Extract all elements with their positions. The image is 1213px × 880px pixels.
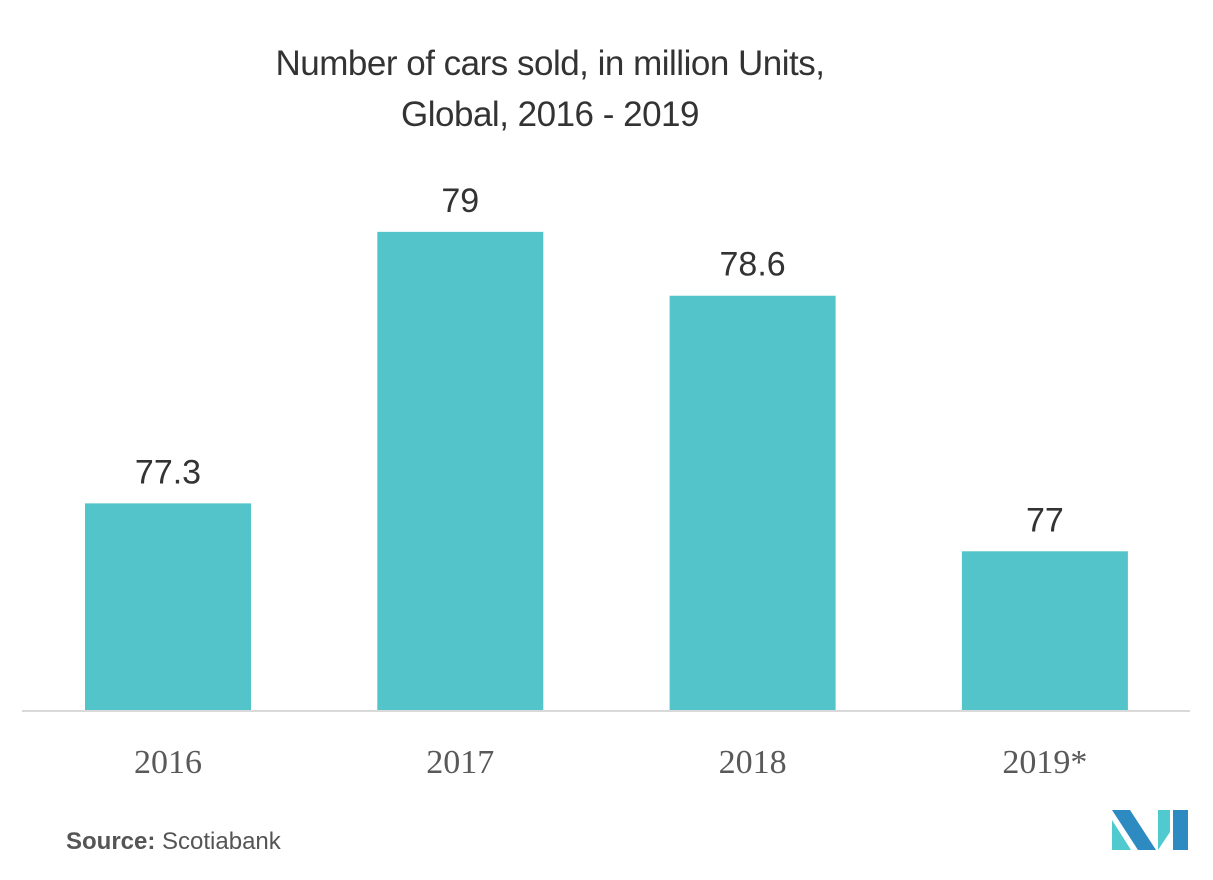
logo-shape-3 [1158, 810, 1170, 850]
category-labels-group: 2016 2017 2018 2019* [134, 744, 1087, 781]
bar-2018 [669, 295, 836, 711]
bar-2019 [961, 551, 1128, 711]
company-logo-icon [1112, 810, 1188, 850]
source-text: Scotiabank [162, 828, 281, 855]
bar-2017 [377, 231, 544, 711]
chart-title-line-2: Global, 2016 - 2019 [401, 95, 699, 134]
value-label: 77.3 [135, 453, 201, 491]
value-label: 77 [1026, 501, 1064, 539]
bar-2016 [85, 503, 251, 711]
logo-shape-2 [1112, 820, 1131, 850]
value-label: 79 [441, 182, 479, 220]
source-label: Source: [66, 828, 156, 855]
logo-shape-1 [1112, 810, 1156, 850]
chart-title: Number of cars sold, in million Units, G… [0, 38, 1100, 140]
category-label: 2016 [134, 744, 202, 781]
category-label: 2019* [1002, 744, 1087, 781]
value-labels-group: 77.3 79 78.6 77 [135, 182, 1064, 539]
chart-title-line-1: Number of cars sold, in million Units, [275, 44, 825, 83]
logo-shape-4 [1173, 810, 1188, 850]
bars-group [85, 231, 1128, 711]
category-label: 2018 [719, 744, 787, 781]
source-note: Source: Scotiabank [66, 828, 281, 856]
category-label: 2017 [426, 744, 494, 781]
value-label: 78.6 [720, 246, 786, 284]
